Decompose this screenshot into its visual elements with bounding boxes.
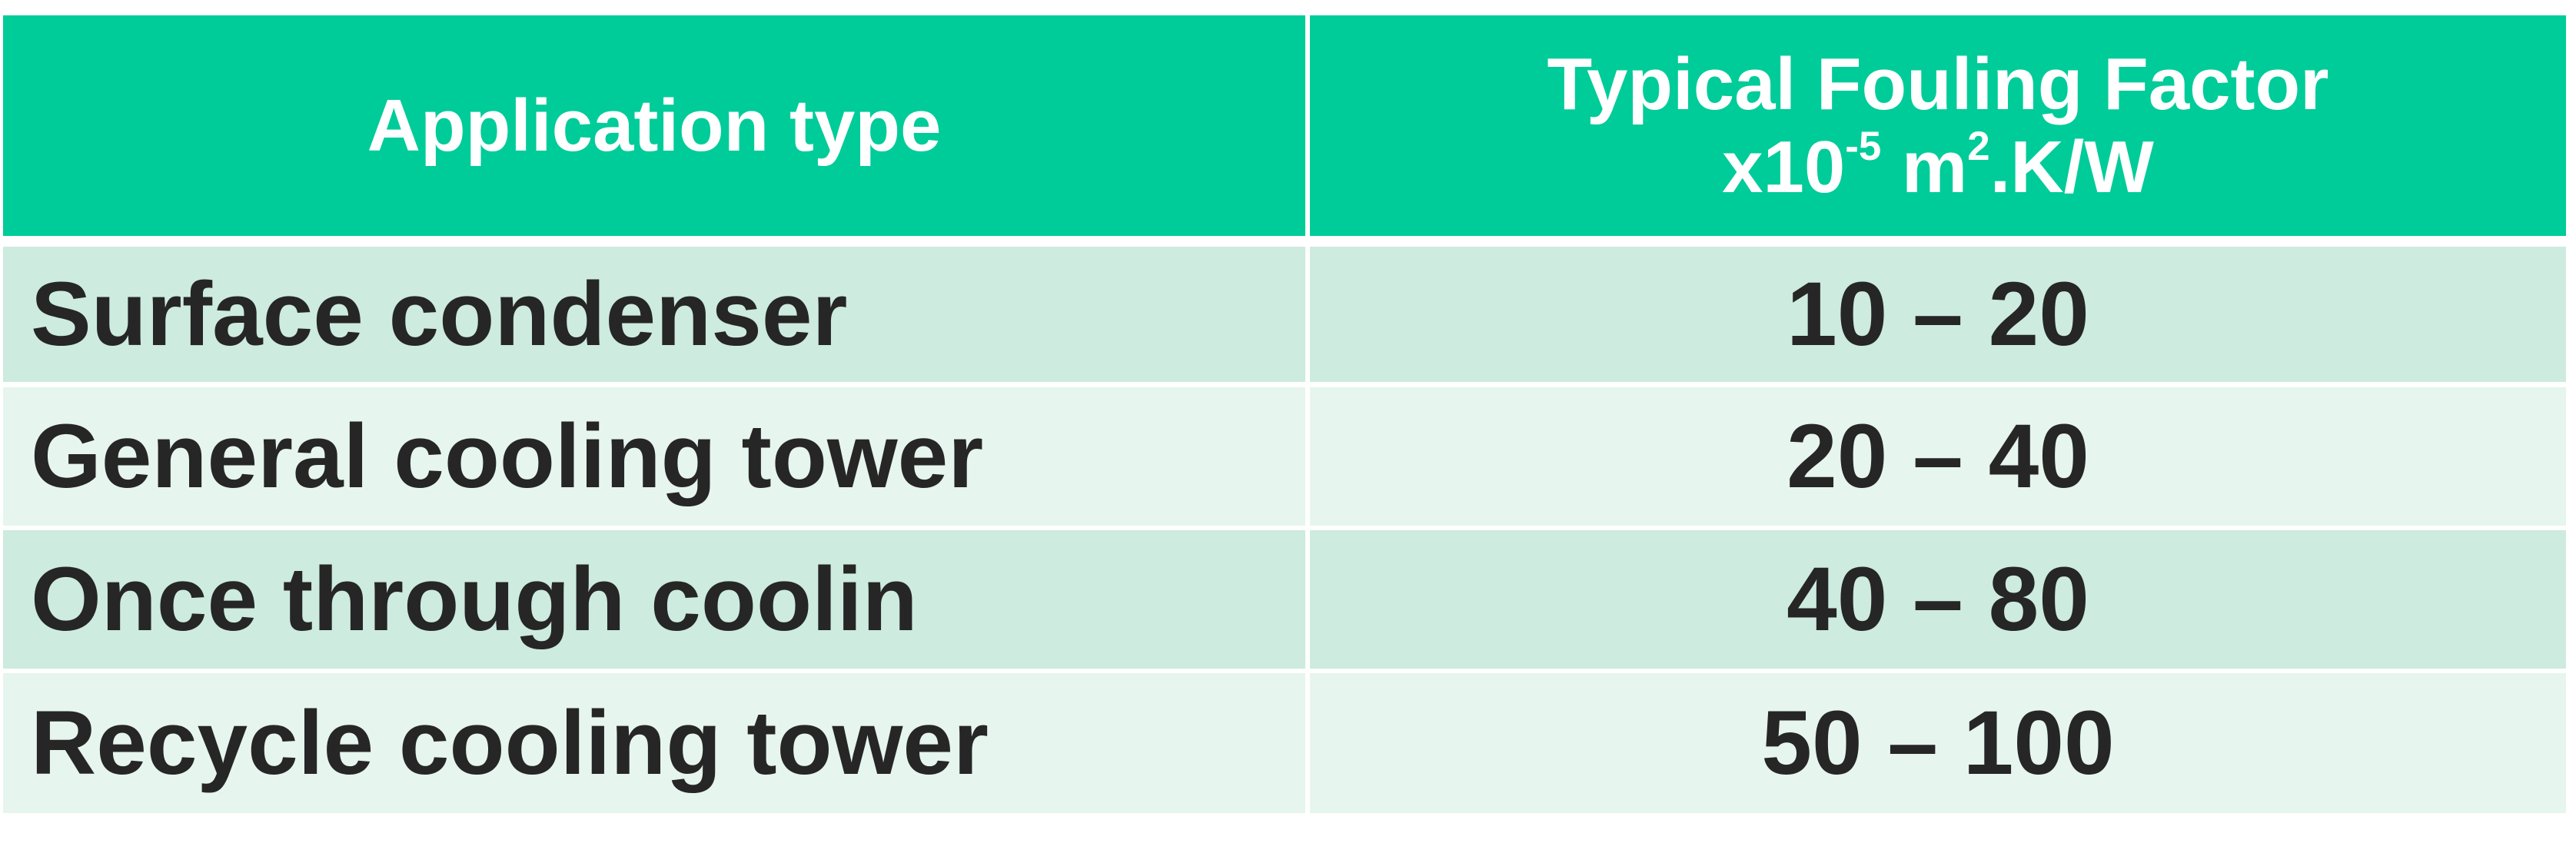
unit-suffix: .K/W	[1989, 125, 2154, 208]
header-fouling-title: Typical Fouling Factor	[1547, 42, 2329, 125]
header-fouling-unit: x10-5 m2.K/W	[1547, 123, 2329, 209]
unit-m: m	[1881, 125, 1968, 208]
application-cell: Recycle cooling tower	[3, 673, 1305, 813]
application-cell: General cooling tower	[3, 387, 1305, 526]
factor-cell: 40 – 80	[1310, 530, 2566, 669]
table-header-row: Application type Typical Fouling Factor …	[3, 15, 2566, 236]
header-fouling-factor: Typical Fouling Factor x10-5 m2.K/W	[1310, 15, 2566, 236]
unit-exponent: -5	[1845, 123, 1882, 169]
unit-prefix: x10	[1722, 125, 1846, 208]
unit-m-exponent: 2	[1967, 123, 1990, 169]
factor-cell: 20 – 40	[1310, 387, 2566, 526]
factor-cell: 50 – 100	[1310, 673, 2566, 813]
factor-cell: 10 – 20	[1310, 247, 2566, 382]
header-application-type: Application type	[3, 15, 1305, 236]
application-cell: Once through coolin	[3, 530, 1305, 669]
application-cell: Surface condenser	[3, 247, 1305, 382]
table-row: General cooling tower 20 – 40	[3, 387, 2566, 526]
table-row: Surface condenser 10 – 20	[3, 247, 2566, 382]
table-row: Once through coolin 40 – 80	[3, 530, 2566, 669]
table-row: Recycle cooling tower 50 – 100	[3, 673, 2566, 813]
